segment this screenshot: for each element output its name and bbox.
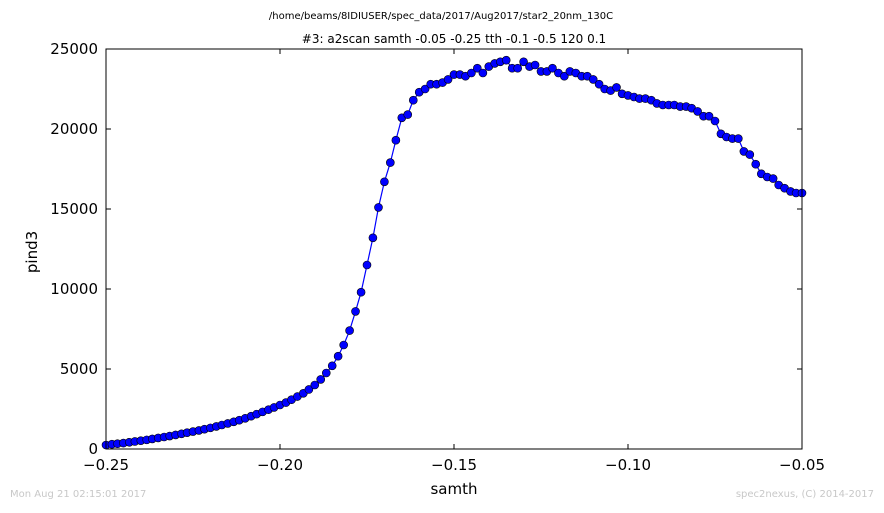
data-point <box>362 260 372 270</box>
x-tick-label: −0.20 <box>257 456 303 474</box>
data-point <box>380 177 389 187</box>
y-tick-label: 0 <box>88 440 98 458</box>
data-point <box>327 361 337 371</box>
axis-ticks: −0.25 −0.20 −0.15 −0.10 −0.05 0 5000 10000 15000… <box>50 40 825 474</box>
plot-frame <box>105 48 803 450</box>
data-point <box>704 111 714 121</box>
series-line <box>105 59 802 446</box>
x-tick-label: −0.05 <box>779 456 825 474</box>
data-point <box>321 368 331 378</box>
data-point <box>408 95 418 105</box>
chart-title: #3: a2scan samth -0.05 -0.25 tth -0.1 -0… <box>302 32 606 46</box>
footer-credit: spec2nexus, (C) 2014-2017 <box>735 489 874 500</box>
data-point <box>443 75 453 84</box>
data-point <box>588 75 598 84</box>
x-tick-label: −0.25 <box>83 456 129 474</box>
data-point <box>745 150 755 159</box>
data-point <box>519 57 528 67</box>
data-point <box>693 107 702 116</box>
data-point <box>391 135 401 145</box>
data-point <box>513 63 522 73</box>
data-point <box>467 68 476 78</box>
y-axis-label: pind3 <box>23 231 41 273</box>
data-point <box>386 158 395 167</box>
data-point <box>333 351 343 361</box>
data-point <box>356 287 366 297</box>
data-point <box>501 55 511 65</box>
y-tick-label: 15000 <box>50 200 98 218</box>
data-point <box>339 340 348 350</box>
data-point <box>420 84 430 94</box>
data-point <box>368 233 378 243</box>
data-point <box>316 375 326 384</box>
x-axis-label: samth <box>430 480 477 498</box>
data-point <box>530 60 540 70</box>
y-tick-label: 10000 <box>50 280 98 298</box>
data-point <box>345 326 354 335</box>
data-point <box>594 79 604 89</box>
data-point <box>304 385 314 394</box>
y-tick-label: 20000 <box>50 120 98 138</box>
data-point <box>612 83 621 92</box>
data-point <box>310 380 320 390</box>
data-point <box>710 116 720 126</box>
data-point <box>374 203 383 212</box>
data-point <box>403 110 413 119</box>
data-series <box>101 55 807 450</box>
data-point <box>751 159 761 169</box>
data-point <box>473 63 482 73</box>
y-tick-label: 5000 <box>60 360 98 378</box>
x-tick-label: −0.10 <box>605 456 651 474</box>
data-point <box>478 68 488 78</box>
data-point <box>734 134 743 143</box>
data-point <box>768 174 778 183</box>
footer-timestamp: Mon Aug 21 02:15:01 2017 <box>10 489 147 500</box>
x-tick-label: −0.15 <box>431 456 477 474</box>
data-point <box>560 71 569 81</box>
y-tick-label: 25000 <box>50 40 98 58</box>
data-point <box>548 63 557 73</box>
figure-suptitle: /home/beams/8IDIUSER/spec_data/2017/Aug2… <box>269 11 613 22</box>
data-point <box>351 307 360 316</box>
